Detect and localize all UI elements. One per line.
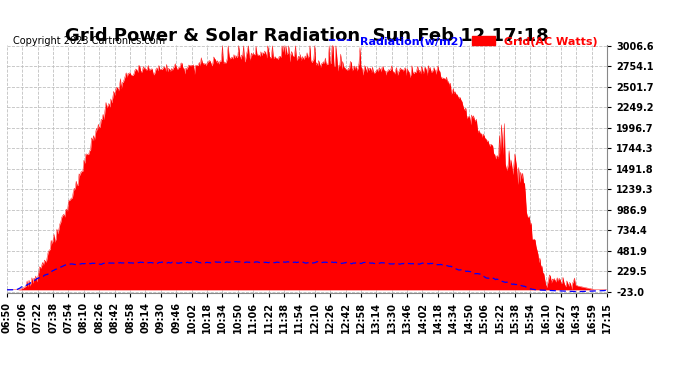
Title: Grid Power & Solar Radiation  Sun Feb 12 17:18: Grid Power & Solar Radiation Sun Feb 12 … <box>65 27 549 45</box>
Legend: Radiation(w/m2), Grid(AC Watts): Radiation(w/m2), Grid(AC Watts) <box>324 32 602 51</box>
Text: Copyright 2023 Cartronics.com: Copyright 2023 Cartronics.com <box>13 36 165 46</box>
